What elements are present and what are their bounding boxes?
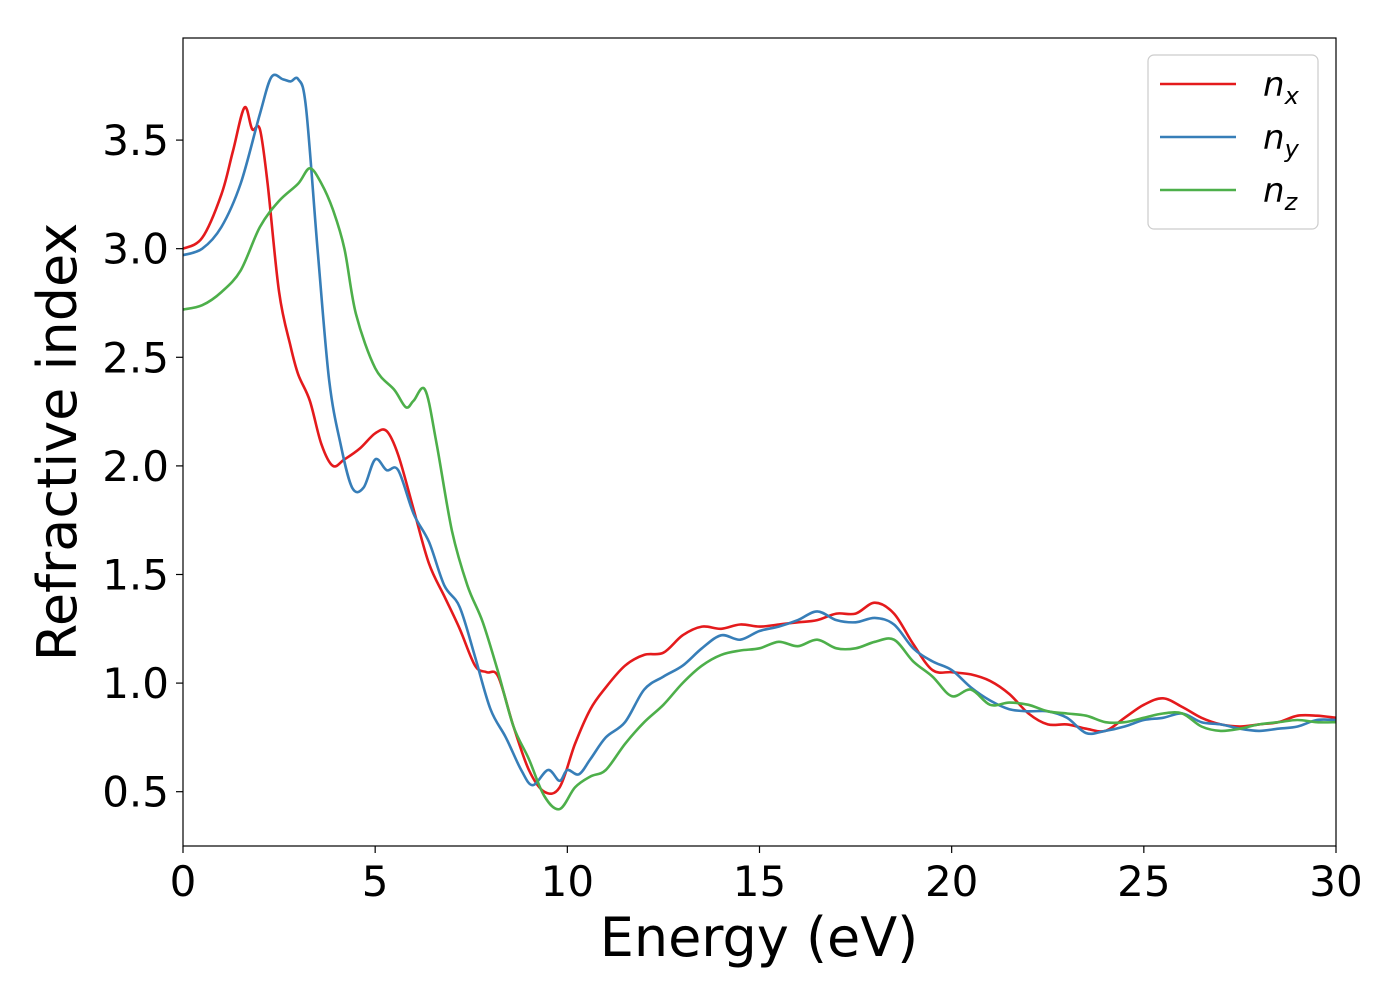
series-layer <box>182 73 1337 811</box>
series-line-ny <box>182 73 1337 787</box>
y-tick-label: 1.5 <box>102 550 169 599</box>
legend-box <box>1147 54 1319 230</box>
x-axis: 0 5 10 15 20 25 30 <box>170 846 1363 906</box>
y-tick-label: 3.5 <box>102 116 169 165</box>
x-tick-label: 30 <box>1309 857 1362 906</box>
x-axis-label: Energy (eV) <box>600 906 919 969</box>
x-tick-label: 5 <box>362 857 389 906</box>
y-tick-label: 3.0 <box>102 225 169 274</box>
x-tick-label: 15 <box>733 857 786 906</box>
legend-label-ny: ny <box>1263 118 1300 163</box>
y-tick-label: 1.0 <box>102 659 169 708</box>
legend-label-nz: nz <box>1263 171 1299 216</box>
legend-label-nx: nx <box>1263 65 1300 110</box>
x-tick-label: 10 <box>541 857 594 906</box>
y-tick-label: 2.5 <box>102 333 169 382</box>
x-tick-label: 25 <box>1117 857 1170 906</box>
x-tick-label: 0 <box>170 857 197 906</box>
x-tick-label: 20 <box>925 857 978 906</box>
y-axis: 0.5 1.0 1.5 2.0 2.5 3.0 3.5 <box>102 116 183 817</box>
y-tick-label: 0.5 <box>102 768 169 817</box>
y-axis-label: Refractive index <box>26 223 89 662</box>
series-line-nz <box>182 167 1337 811</box>
legend: nx ny nz <box>1147 54 1319 230</box>
y-tick-label: 2.0 <box>102 442 169 491</box>
